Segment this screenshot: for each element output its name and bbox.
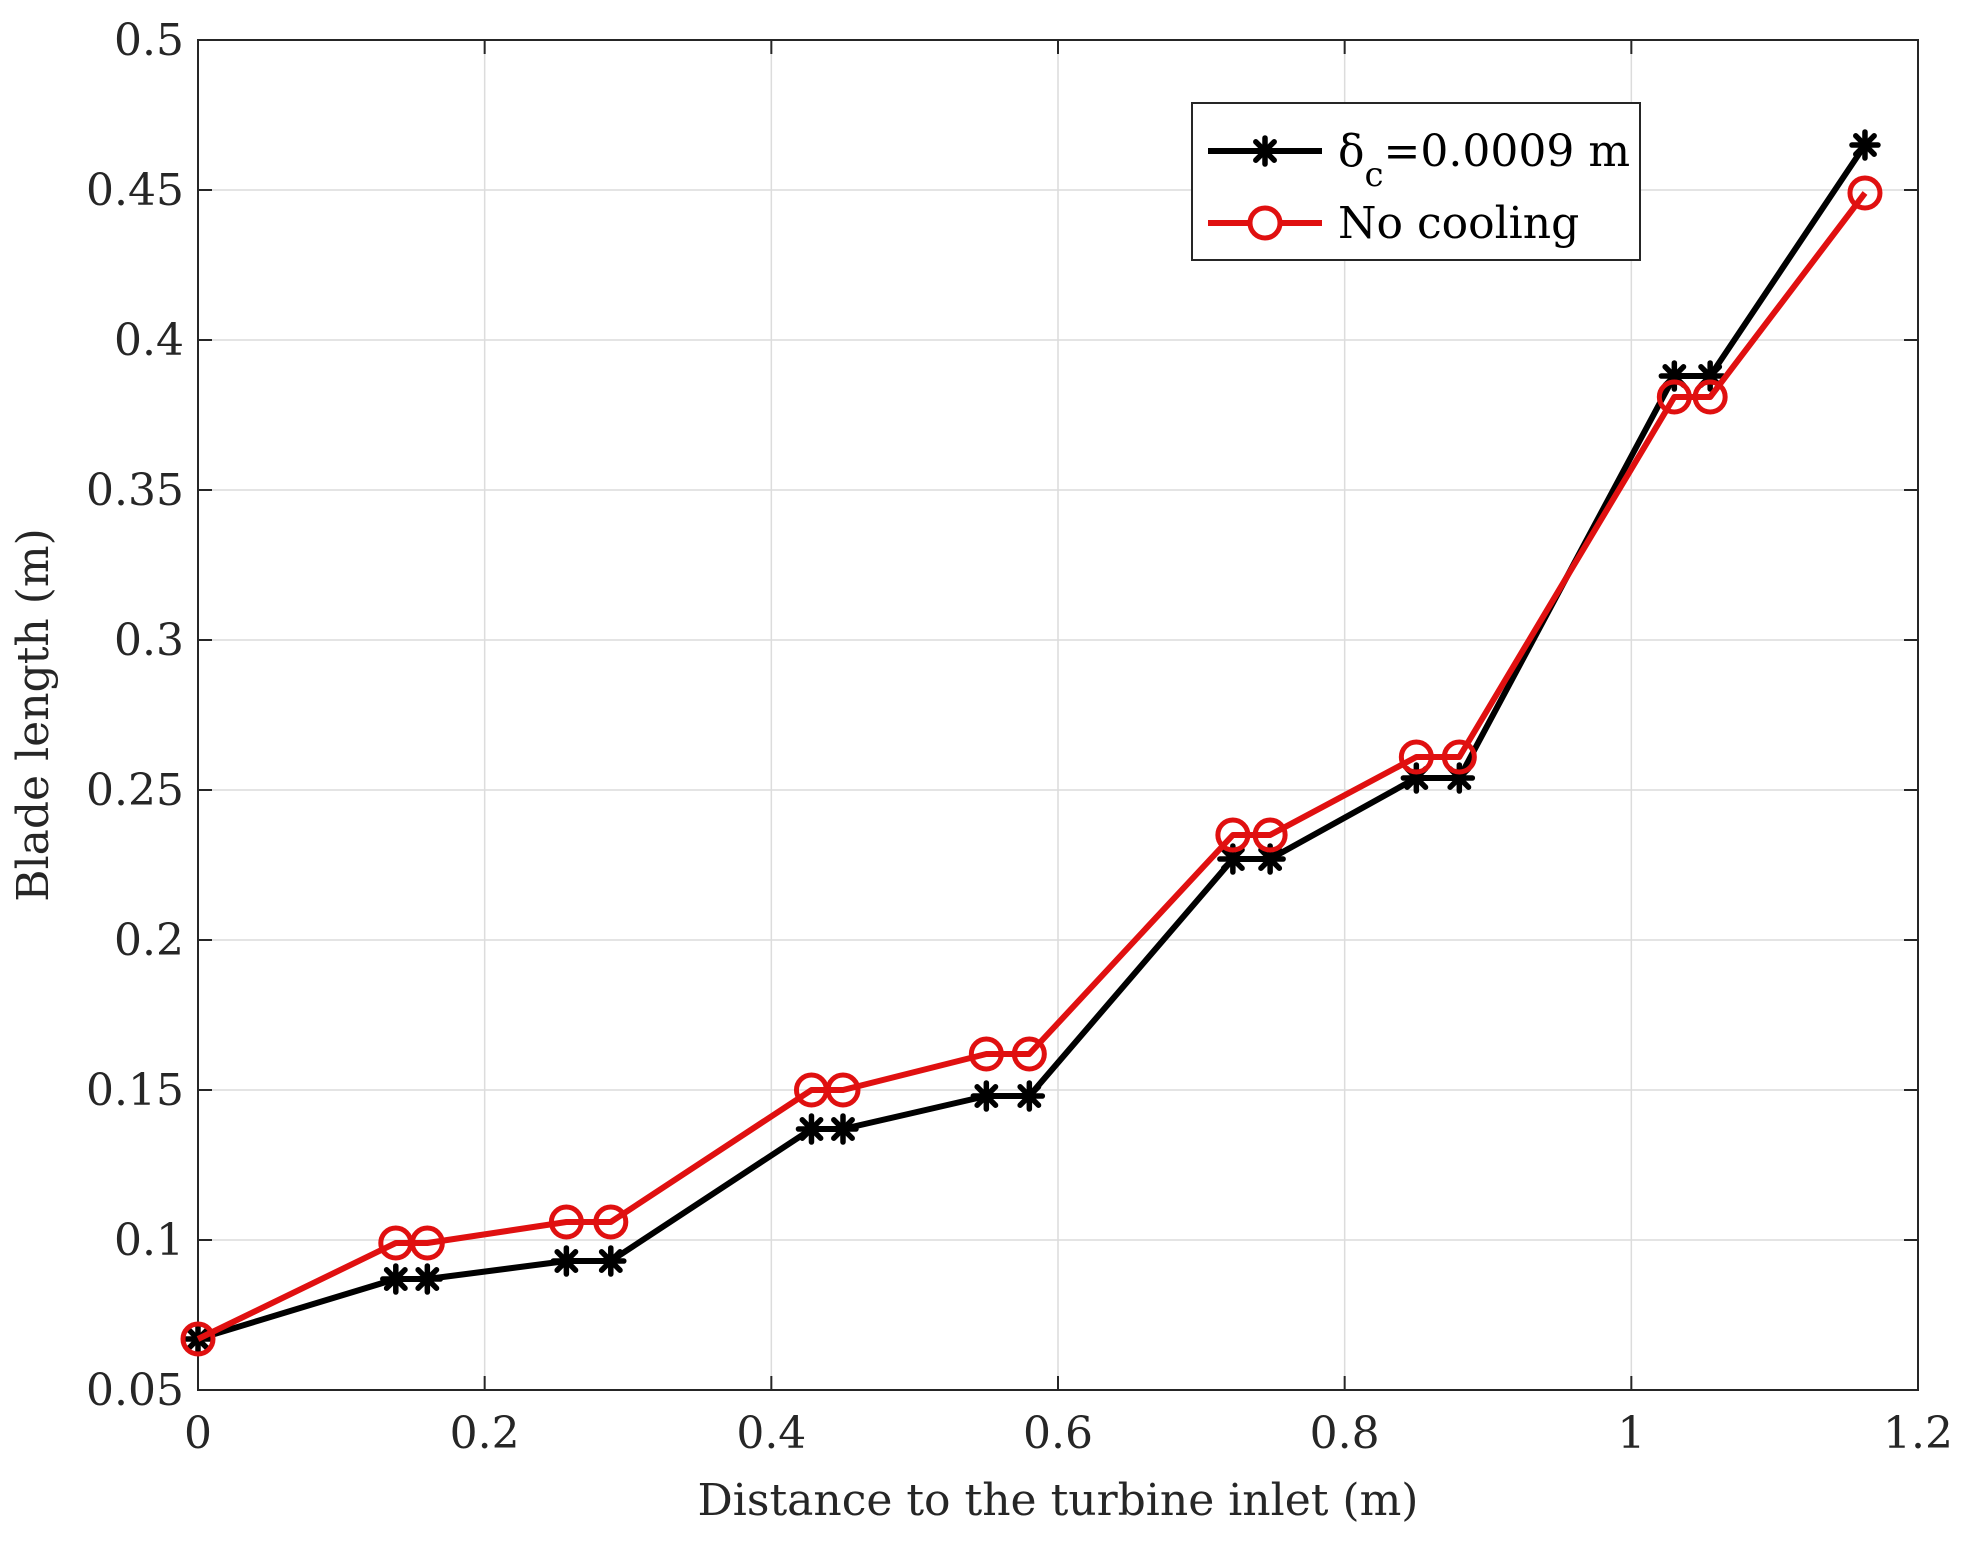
y-tick-label: 0.1 — [114, 1215, 184, 1266]
legend: δc=0.0009 m No cooling — [1191, 102, 1641, 261]
legend-label-cooled-value: =0.0009 m — [1384, 126, 1631, 177]
data-point — [1011, 1036, 1047, 1072]
data-point — [1013, 1080, 1046, 1112]
legend-marker-asterisk-icon — [1249, 135, 1281, 167]
y-tick-label: 0.4 — [114, 315, 184, 366]
legend-entry-no-cooling: No cooling — [1208, 198, 1579, 249]
data-point — [1849, 129, 1881, 161]
data-point — [968, 1036, 1004, 1072]
legend-label-cooled: δc=0.0009 m — [1338, 126, 1630, 195]
data-point — [1656, 379, 1692, 415]
y-tick-label: 0.05 — [86, 1365, 184, 1416]
data-point — [380, 1263, 412, 1295]
legend-label-cooled-symbol: δ — [1338, 126, 1365, 177]
data-point — [1847, 175, 1883, 211]
legend-entry-cooled: δc=0.0009 m — [1208, 126, 1630, 195]
data-point — [593, 1204, 629, 1240]
data-point — [411, 1263, 444, 1295]
x-tick-label: 0 — [184, 1408, 212, 1459]
x-axis-label: Distance to the turbine inlet (m) — [698, 1475, 1419, 1526]
axis-ticks: 0 0.2 0.4 0.6 0.8 1 1.2 0.05 0.1 0.15 0.2 0.25 0.3 0.… — [86, 15, 1953, 1459]
x-tick-label: 0.6 — [1023, 1408, 1093, 1459]
data-point — [1254, 843, 1286, 875]
data-point — [825, 1072, 861, 1108]
series-no-cooling — [180, 175, 1883, 1357]
data-point — [180, 1321, 216, 1357]
legend-marker-circle-icon — [1247, 205, 1283, 241]
x-tick-label: 1 — [1617, 1408, 1645, 1459]
x-tick-label: 0.8 — [1310, 1408, 1380, 1459]
series-layer — [180, 129, 1883, 1357]
data-point — [548, 1204, 584, 1240]
data-point — [1252, 817, 1288, 853]
legend-label-no-cooling: No cooling — [1338, 198, 1579, 249]
data-point — [409, 1225, 445, 1261]
x-tick-label: 0.2 — [450, 1408, 520, 1459]
x-tick-label: 1.2 — [1883, 1408, 1953, 1459]
y-tick-label: 0.3 — [114, 615, 184, 666]
y-tick-label: 0.5 — [114, 15, 184, 66]
y-tick-label: 0.15 — [86, 1065, 184, 1116]
data-point — [970, 1080, 1003, 1112]
data-point — [1692, 379, 1728, 415]
data-point — [827, 1113, 859, 1145]
data-point — [795, 1113, 828, 1145]
x-tick-label: 0.4 — [736, 1408, 806, 1459]
y-tick-label: 0.25 — [86, 765, 184, 816]
data-point — [1215, 817, 1251, 853]
legend-label-cooled-subscript: c — [1365, 155, 1384, 195]
data-point — [1441, 739, 1477, 775]
series-line — [196, 191, 1868, 1342]
y-tick-label: 0.45 — [86, 165, 184, 216]
y-axis-label: Blade length (m) — [8, 528, 59, 902]
y-tick-label: 0.35 — [86, 465, 184, 516]
data-point — [1398, 739, 1434, 775]
data-point — [550, 1245, 583, 1277]
y-tick-label: 0.2 — [114, 915, 184, 966]
data-point — [595, 1245, 627, 1277]
